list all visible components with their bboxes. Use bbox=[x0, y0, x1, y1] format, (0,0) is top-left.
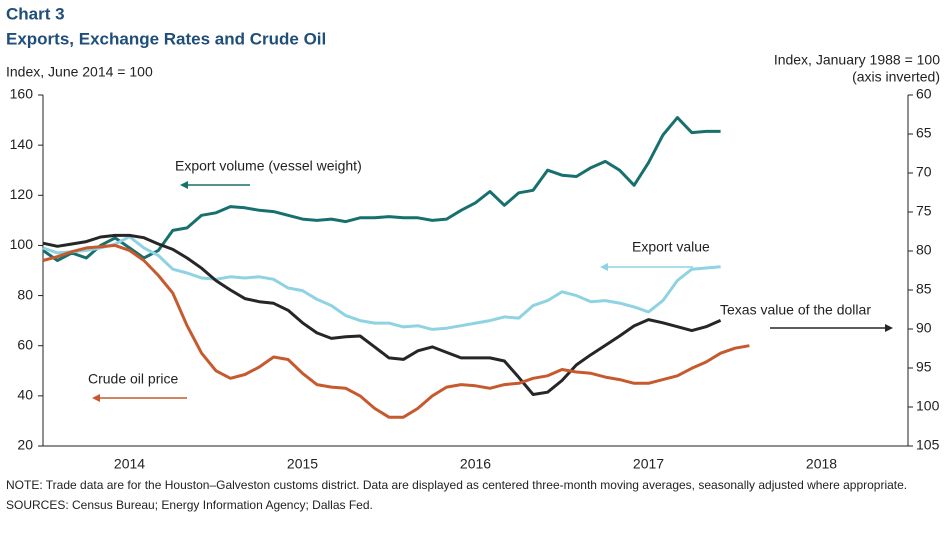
series-line bbox=[42, 235, 721, 331]
y2-tick-label: 65 bbox=[916, 125, 932, 141]
series-annotation: Export value bbox=[632, 239, 710, 255]
y-tick-label: 160 bbox=[10, 86, 34, 102]
y2-axis-label: Index, January 1988 = 100 bbox=[774, 52, 940, 68]
x-tick-label: 2016 bbox=[460, 456, 491, 472]
series-line bbox=[42, 116, 721, 262]
series-line bbox=[42, 233, 722, 396]
y2-tick-label: 100 bbox=[916, 398, 940, 414]
y-tick-label: 20 bbox=[17, 437, 33, 453]
x-tick-label: 2017 bbox=[633, 456, 664, 472]
series-annotation: Texas value of the dollar bbox=[720, 302, 871, 318]
y2-tick-label: 105 bbox=[916, 437, 940, 453]
y-tick-label: 120 bbox=[10, 186, 34, 202]
y-tick-label: 80 bbox=[17, 286, 33, 302]
note: NOTE: Trade data are for the Houston–Gal… bbox=[6, 478, 908, 492]
y2-tick-label: 60 bbox=[916, 86, 932, 102]
sources: SOURCES: Census Bureau; Energy Informati… bbox=[6, 498, 373, 512]
y2-tick-label: 75 bbox=[916, 203, 932, 219]
y-tick-label: 60 bbox=[17, 336, 33, 352]
chart-label: Chart 3 bbox=[6, 4, 65, 23]
series-annotation: Crude oil price bbox=[88, 371, 178, 387]
y-tick-label: 100 bbox=[10, 236, 34, 252]
chart-title: Exports, Exchange Rates and Crude Oil bbox=[6, 29, 326, 48]
y-tick-label: 40 bbox=[17, 387, 33, 403]
y2-axis-note: (axis inverted) bbox=[852, 69, 940, 85]
series-line bbox=[42, 243, 750, 419]
y-axis-label: Index, June 2014 = 100 bbox=[6, 64, 153, 80]
footnotes: NOTE: Trade data are for the Houston–Gal… bbox=[6, 478, 908, 512]
y2-tick-label: 80 bbox=[916, 242, 932, 258]
x-tick-label: 2014 bbox=[114, 456, 145, 472]
x-tick-label: 2015 bbox=[287, 456, 318, 472]
y2-tick-label: 90 bbox=[916, 320, 932, 336]
arrows bbox=[92, 181, 893, 402]
x-tick-label: 2018 bbox=[806, 456, 837, 472]
series-annotation: Export volume (vessel weight) bbox=[175, 158, 362, 174]
y2-tick-label: 85 bbox=[916, 281, 932, 297]
y-tick-label: 140 bbox=[10, 136, 34, 152]
y2-tick-label: 95 bbox=[916, 359, 932, 375]
y2-tick-label: 70 bbox=[916, 164, 932, 180]
